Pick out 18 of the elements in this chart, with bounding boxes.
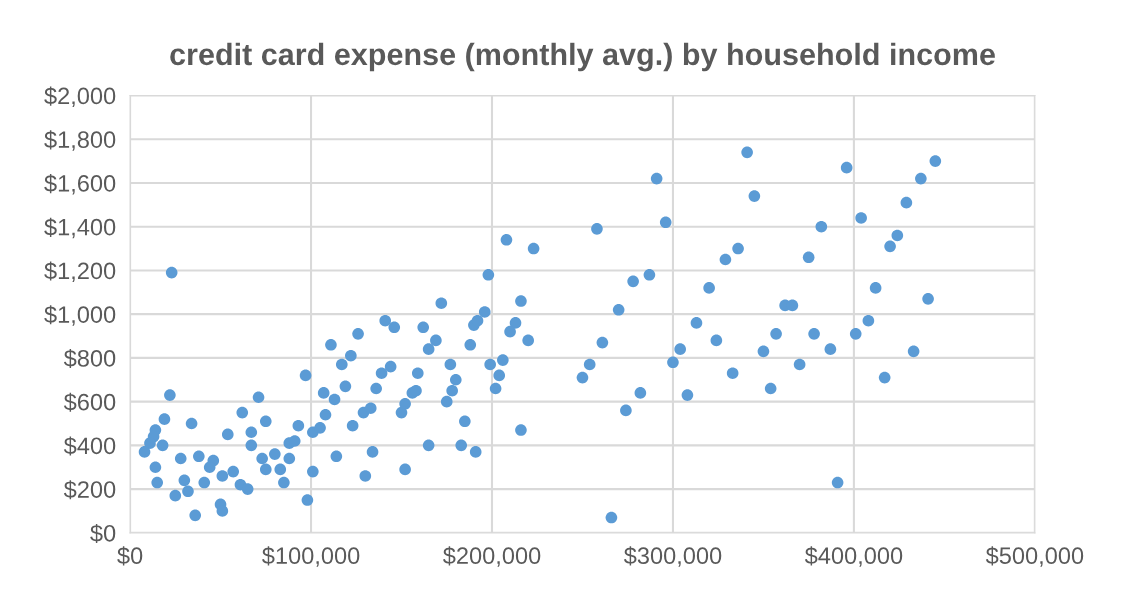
- y-tick-label: $400: [63, 436, 116, 456]
- x-tick-label: $300,000: [623, 546, 722, 567]
- y-tick-label: $0: [90, 523, 116, 544]
- y-tick-label: $1,200: [44, 261, 116, 282]
- y-tick-label: $200: [63, 480, 116, 500]
- y-tick-label: $1,800: [44, 130, 116, 151]
- y-tick-label: $600: [63, 392, 116, 412]
- chart-title: credit card expense (monthly avg.) by household income: [170, 42, 995, 72]
- x-tick-label: $200,000: [443, 546, 541, 567]
- y-tick-label: $800: [63, 348, 116, 369]
- x-tick-label: $400,000: [804, 546, 903, 567]
- y-tick-label: $1,000: [44, 305, 116, 326]
- x-tick-label: $100,000: [262, 546, 360, 567]
- y-tick-label: $1,600: [44, 174, 116, 195]
- x-tick-label: $0: [117, 546, 143, 566]
- y-tick-label: $1,400: [44, 217, 116, 239]
- y-tick-label: $2,000: [44, 86, 116, 108]
- x-tick-label: $500,000: [985, 546, 1084, 567]
